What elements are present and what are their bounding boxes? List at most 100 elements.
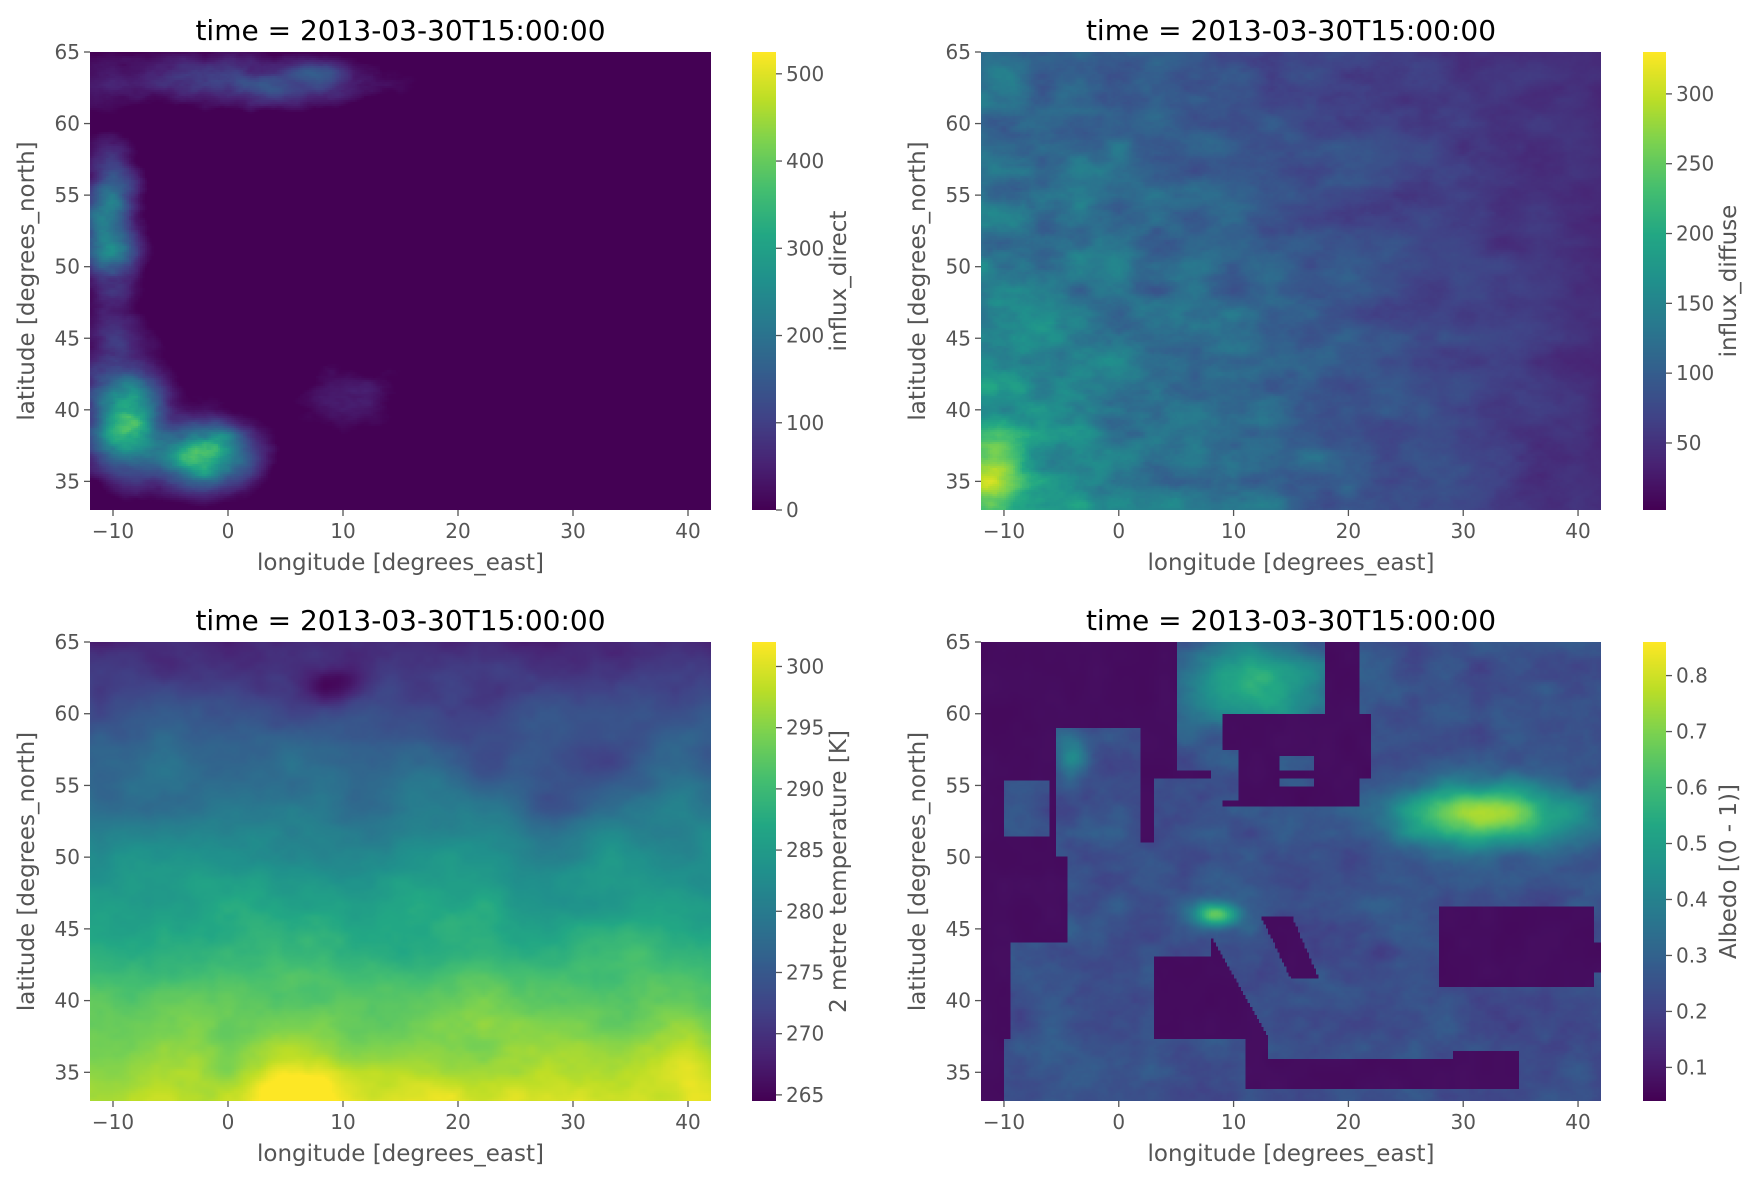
colorbar-tick-label: 250 <box>1676 152 1714 176</box>
y-tick-label: 50 <box>55 255 80 279</box>
colorbar-tick-label: 500 <box>786 62 824 86</box>
x-tick-label: 40 <box>1565 519 1590 543</box>
y-tick-label: 35 <box>946 1060 971 1084</box>
colorbar <box>752 52 776 510</box>
x-tick-label: 40 <box>675 519 700 543</box>
colorbar-label: Albedo [(0 - 1)] <box>1716 784 1742 959</box>
x-tick-label: 10 <box>1221 519 1246 543</box>
x-tick-label: 0 <box>1112 519 1125 543</box>
y-tick-label: 55 <box>55 773 80 797</box>
subplot-title: time = 2013-03-30T15:00:00 <box>195 14 605 47</box>
colorbar-tick-label: 300 <box>786 236 824 260</box>
subplot-3: time = 2013-03-30T15:00:00 −10 0 10 20 30 40 35… <box>14 604 852 1167</box>
x-tick-label: −10 <box>983 1110 1025 1134</box>
y-tick-label: 65 <box>946 40 971 64</box>
x-tick-label: −10 <box>983 519 1025 543</box>
colorbar-label: influx_diffuse <box>1716 205 1742 358</box>
subplot-title: time = 2013-03-30T15:00:00 <box>1086 14 1496 47</box>
subplot-2: time = 2013-03-30T15:00:00 −10 0 10 20 30 40 35… <box>905 14 1742 576</box>
subplot-title: time = 2013-03-30T15:00:00 <box>195 604 605 637</box>
y-tick-label: 60 <box>55 112 80 136</box>
colorbar-tick-label: 300 <box>786 654 824 678</box>
colorbar-tick-label: 285 <box>786 838 824 862</box>
y-tick-label: 50 <box>946 845 971 869</box>
y-tick-label: 35 <box>55 469 80 493</box>
subplot-title: time = 2013-03-30T15:00:00 <box>1086 604 1496 637</box>
x-axis-label: longitude [degrees_east] <box>1148 550 1435 576</box>
colorbar <box>1643 52 1666 510</box>
colorbar-tick-label: 275 <box>786 960 824 984</box>
x-tick-label: 0 <box>1112 1110 1125 1134</box>
colorbar-tick-label: 295 <box>786 716 824 740</box>
colorbar-tick-label: 50 <box>1676 431 1701 455</box>
subplot-4: time = 2013-03-30T15:00:00 −10 0 10 20 30 40 35… <box>905 604 1742 1167</box>
x-tick-label: 0 <box>222 1110 235 1134</box>
heatmap-image <box>981 52 1601 510</box>
y-tick-label: 65 <box>55 630 80 654</box>
x-tick-label: 20 <box>445 1110 470 1134</box>
x-tick-label: 20 <box>445 519 470 543</box>
x-tick-label: 20 <box>1336 519 1361 543</box>
colorbar-tick-label: 0.5 <box>1676 832 1708 856</box>
colorbar-tick-label: 0.1 <box>1676 1055 1708 1079</box>
y-tick-label: 45 <box>55 917 80 941</box>
colorbar-tick-label: 0.8 <box>1676 664 1708 688</box>
x-axis-label: longitude [degrees_east] <box>257 550 544 576</box>
colorbar-tick-label: 150 <box>1676 291 1714 315</box>
y-tick-label: 65 <box>55 40 80 64</box>
colorbar-tick-label: 280 <box>786 899 824 923</box>
y-axis-label: latitude [degrees_north] <box>905 732 931 1011</box>
colorbar-tick-label: 265 <box>786 1083 824 1107</box>
x-tick-label: 0 <box>222 519 235 543</box>
y-tick-label: 60 <box>946 112 971 136</box>
y-axis-label: latitude [degrees_north] <box>14 732 40 1011</box>
x-tick-label: 10 <box>330 1110 355 1134</box>
colorbar-tick-label: 100 <box>786 411 824 435</box>
heatmap-image <box>90 52 711 510</box>
y-tick-label: 50 <box>55 845 80 869</box>
y-tick-label: 60 <box>946 702 971 726</box>
colorbar-tick-label: 300 <box>1676 82 1714 106</box>
colorbar-tick-label: 270 <box>786 1022 824 1046</box>
x-axis-label: longitude [degrees_east] <box>257 1141 544 1167</box>
y-tick-label: 35 <box>946 469 971 493</box>
x-tick-label: 40 <box>1565 1110 1590 1134</box>
y-tick-label: 40 <box>55 398 80 422</box>
x-tick-label: 30 <box>560 519 585 543</box>
x-tick-label: −10 <box>92 519 134 543</box>
y-tick-label: 45 <box>946 917 971 941</box>
y-axis-label: latitude [degrees_north] <box>905 141 931 420</box>
y-tick-label: 40 <box>946 398 971 422</box>
colorbar-label: 2 metre temperature [K] <box>826 730 852 1013</box>
heatmap-image <box>90 642 711 1101</box>
x-tick-label: 10 <box>330 519 355 543</box>
y-tick-label: 45 <box>946 326 971 350</box>
colorbar-tick-label: 200 <box>1676 222 1714 246</box>
colorbar-tick-label: 200 <box>786 324 824 348</box>
y-tick-label: 40 <box>946 989 971 1013</box>
x-tick-label: 30 <box>1450 1110 1475 1134</box>
x-tick-label: 30 <box>560 1110 585 1134</box>
x-tick-label: 30 <box>1450 519 1475 543</box>
y-tick-label: 50 <box>946 255 971 279</box>
colorbar-tick-label: 0.2 <box>1676 999 1708 1023</box>
colorbar-tick-label: 0.7 <box>1676 720 1708 744</box>
x-tick-label: 10 <box>1221 1110 1246 1134</box>
colorbar-tick-label: 100 <box>1676 361 1714 385</box>
y-tick-label: 35 <box>55 1060 80 1084</box>
x-axis-label: longitude [degrees_east] <box>1148 1141 1435 1167</box>
y-tick-label: 60 <box>55 702 80 726</box>
colorbar-tick-label: 290 <box>786 777 824 801</box>
colorbar <box>1643 642 1666 1101</box>
colorbar-tick-label: 400 <box>786 149 824 173</box>
colorbar <box>752 642 776 1101</box>
y-tick-label: 55 <box>946 773 971 797</box>
colorbar-tick-label: 0.4 <box>1676 887 1708 911</box>
x-tick-label: 40 <box>675 1110 700 1134</box>
y-tick-label: 55 <box>55 183 80 207</box>
colorbar-tick-label: 0.6 <box>1676 776 1708 800</box>
colorbar-tick-label: 0.3 <box>1676 943 1708 967</box>
y-axis-label: latitude [degrees_north] <box>14 141 40 420</box>
heatmap-image <box>981 642 1601 1101</box>
